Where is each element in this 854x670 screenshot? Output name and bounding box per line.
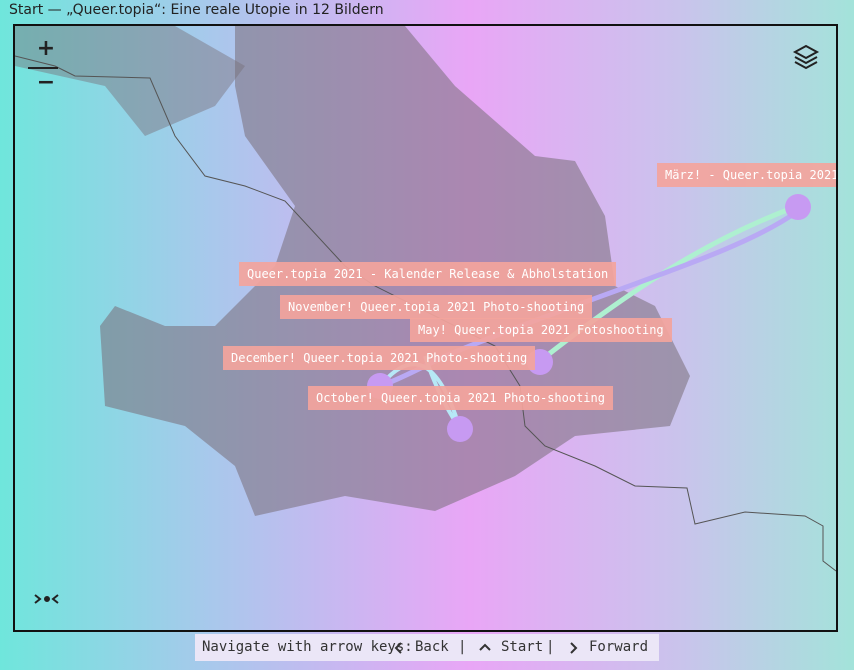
map-label[interactable]: Queer.topia 2021 - Kalender Release & Ab… [239, 262, 617, 286]
nav-start[interactable]: Start [501, 639, 544, 655]
map-label[interactable]: October! Queer.topia 2021 Photo-shooting [308, 386, 613, 410]
page-title: Start — „Queer.topia“: Eine reale Utopie… [9, 2, 384, 18]
land [15, 26, 245, 136]
start-icon [479, 643, 491, 651]
nav-bar: Navigate with arrow keys: Back | Start |… [195, 634, 659, 661]
nav-back[interactable]: Back [415, 639, 449, 655]
nav-separator: | [458, 639, 467, 655]
fit-button[interactable] [34, 594, 59, 604]
zoom-out[interactable]: − [36, 70, 56, 95]
map[interactable]: + − März! - Queer.topia 2021 Queer.topia … [13, 24, 838, 632]
map-point[interactable] [785, 194, 811, 220]
nav-separator: | [546, 639, 555, 655]
back-icon [394, 642, 402, 654]
map-label[interactable]: November! Queer.topia 2021 Photo-shootin… [280, 295, 593, 319]
map-point[interactable] [447, 416, 473, 442]
nav-hint: Navigate with arrow keys: [202, 639, 413, 655]
map-label[interactable]: May! Queer.topia 2021 Fotoshooting [410, 318, 672, 342]
layers-button[interactable] [792, 44, 820, 70]
nav-forward[interactable]: Forward [589, 639, 649, 655]
map-label[interactable]: December! Queer.topia 2021 Photo-shootin… [223, 346, 536, 370]
forward-icon [570, 642, 578, 654]
zoom-in[interactable]: + [36, 36, 56, 61]
map-label[interactable]: März! - Queer.topia 2021 [657, 163, 836, 187]
